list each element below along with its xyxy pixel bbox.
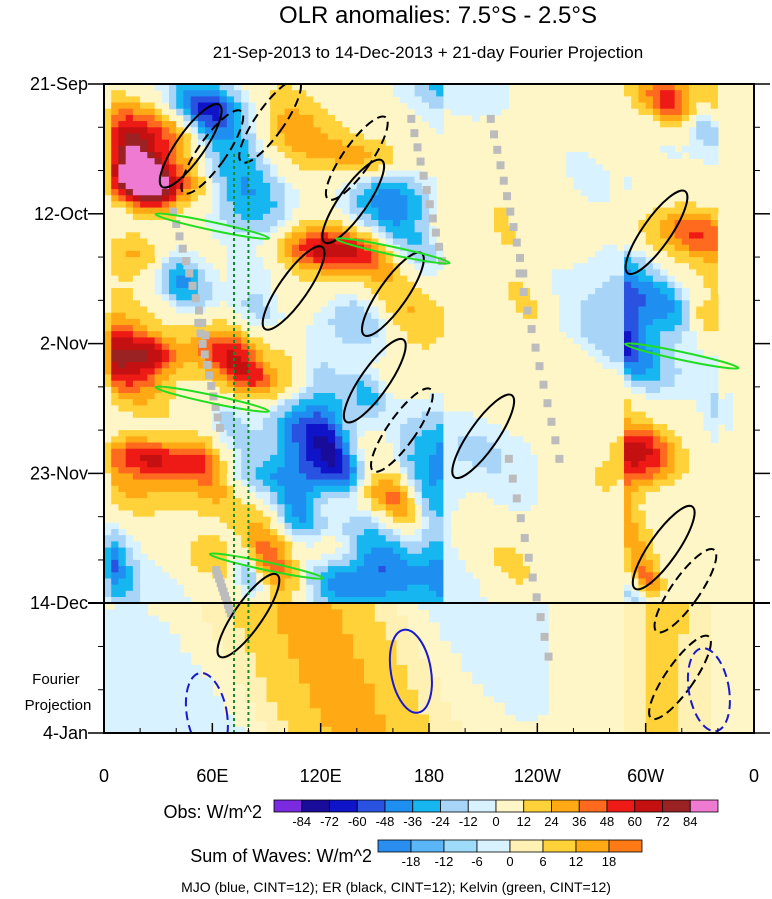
obs-colorbar-tick: -24 — [431, 814, 450, 829]
obs-colorbar-swatch — [578, 799, 608, 813]
x-tick-label: 120E — [300, 766, 342, 786]
obs-colorbar-tick: -84 — [292, 814, 311, 829]
obs-colorbar-tick: 48 — [600, 814, 614, 829]
obs-colorbar-tick: 36 — [572, 814, 586, 829]
waves-colorbar-tick: 18 — [602, 854, 616, 869]
obs-colorbar-tick: 24 — [544, 814, 558, 829]
wave-contour-mjo-15 — [388, 628, 433, 714]
wave-contour-kelvin-20 — [154, 385, 271, 413]
obs-colorbar-swatch — [384, 799, 414, 813]
waves-colorbar-tick: -18 — [402, 854, 421, 869]
wave-contour-er-10 — [624, 189, 689, 276]
waves-colorbar-tick: 12 — [569, 854, 583, 869]
wave-contour-er-0 — [158, 103, 223, 189]
obs-colorbar-tick: -72 — [320, 814, 339, 829]
waves-colorbar-swatch — [542, 839, 577, 853]
obs-colorbar-tick: -36 — [403, 814, 422, 829]
y-tick-label: 4-Jan — [43, 723, 88, 743]
plot-area — [104, 84, 754, 733]
wave-contour-kelvin-19 — [335, 237, 451, 265]
waves-colorbar-label: Sum of Waves: W/m^2 — [190, 846, 372, 866]
waves-colorbar-swatch — [410, 839, 445, 853]
y-tick-label: 2-Nov — [40, 334, 88, 354]
y-tick-label: 12-Oct — [34, 204, 88, 224]
x-tick-label: 60E — [196, 766, 228, 786]
x-tick-label: 0 — [99, 766, 109, 786]
wave-contour-kelvin-18 — [154, 212, 271, 240]
contours-legend: MJO (blue, CINT=12); ER (black, CINT=12)… — [181, 879, 611, 895]
obs-colorbar-swatch — [273, 799, 303, 813]
obs-colorbar-swatch — [606, 799, 636, 813]
obs-colorbar-tick: -12 — [459, 814, 478, 829]
y-tick-label: 14-Dec — [30, 593, 88, 613]
wave-contour-er-1 — [180, 109, 245, 195]
waves-colorbar-swatch — [443, 839, 478, 853]
obs-colorbar-swatch — [551, 799, 580, 813]
wave-contour-mjo-17 — [686, 647, 731, 733]
wave-contour-er-13 — [648, 634, 712, 721]
x-tick-label: 120W — [514, 766, 561, 786]
wave-contour-kelvin-21 — [208, 552, 325, 580]
y-tick-label: 23-Nov — [30, 463, 88, 483]
waves-colorbar-swatch — [509, 839, 544, 853]
wave-contour-er-5 — [261, 245, 326, 331]
waves-colorbar-swatch — [476, 839, 511, 853]
obs-colorbar-swatch — [301, 799, 330, 813]
obs-colorbar-tick: 60 — [628, 814, 642, 829]
wave-contour-mjo-16 — [184, 671, 229, 733]
wave-contour-er-7 — [342, 337, 407, 424]
waves-colorbar-swatch — [608, 839, 643, 853]
obs-colorbar-swatch — [356, 799, 386, 813]
waves-colorbar-swatch — [575, 839, 610, 853]
obs-colorbar-swatch — [440, 799, 469, 813]
wave-contour-er-14 — [216, 572, 281, 659]
y-axis: 21-Sep 12-Oct 2-Nov 23-Nov 14-Dec 4-Jan — [30, 74, 770, 743]
obs-colorbar-swatch — [523, 799, 552, 813]
wave-contour-er-2 — [238, 84, 302, 164]
y-tick-label: 21-Sep — [30, 74, 88, 94]
obs-colorbar-tick: 0 — [492, 814, 499, 829]
obs-colorbar-tick: 84 — [683, 814, 697, 829]
obs-colorbar-swatch — [495, 799, 525, 813]
obs-colorbar-swatch — [329, 799, 358, 813]
obs-colorbar-swatch — [662, 799, 691, 813]
waves-colorbar-swatch — [377, 839, 412, 853]
wave-contour-er-9 — [451, 393, 516, 480]
obs-colorbar-tick: -48 — [376, 814, 395, 829]
obs-colorbar-swatch — [689, 799, 719, 813]
obs-colorbar-swatch — [634, 799, 663, 813]
wave-contour-er-11 — [631, 504, 696, 591]
missing-data-streaks — [169, 114, 564, 661]
waves-colorbar: -18 -12 -6 0 6 12 18 — [377, 839, 643, 869]
waves-colorbar-tick: -12 — [435, 854, 454, 869]
obs-colorbar-swatch — [412, 799, 441, 813]
x-axis: 0 60E 120E 180 120W 60W 0 — [99, 723, 759, 786]
obs-colorbar-label: Obs: W/m^2 — [164, 802, 262, 822]
wave-contour-er-8 — [370, 387, 434, 473]
wave-contour-er-4 — [321, 158, 386, 245]
obs-colorbar-tick: 72 — [655, 814, 669, 829]
obs-colorbar-tick: 12 — [517, 814, 531, 829]
chart-subtitle: 21-Sep-2013 to 14-Dec-2013 + 21-day Four… — [213, 43, 643, 62]
x-tick-label: 60W — [627, 766, 664, 786]
x-tick-label: 0 — [749, 766, 759, 786]
obs-colorbar-swatch — [467, 799, 497, 813]
waves-colorbar-tick: 6 — [539, 854, 546, 869]
wave-contour-er-3 — [324, 115, 389, 201]
waves-colorbar-tick: 0 — [506, 854, 513, 869]
wave-contour-kelvin-22 — [624, 342, 740, 370]
reference-lines — [233, 154, 250, 733]
wave-contour-er-12 — [653, 548, 718, 634]
obs-colorbar: -84 -72 -60 -48 -36 -24 -12 0 12 24 36 48 60 72 84 — [273, 799, 719, 829]
wave-contours — [154, 84, 740, 733]
x-tick-label: 180 — [414, 766, 444, 786]
projection-label: Fourier Projection — [25, 671, 92, 714]
obs-colorbar-tick: -60 — [348, 814, 367, 829]
waves-colorbar-tick: -6 — [471, 854, 483, 869]
chart-title: OLR anomalies: 7.5°S - 2.5°S — [279, 2, 597, 29]
